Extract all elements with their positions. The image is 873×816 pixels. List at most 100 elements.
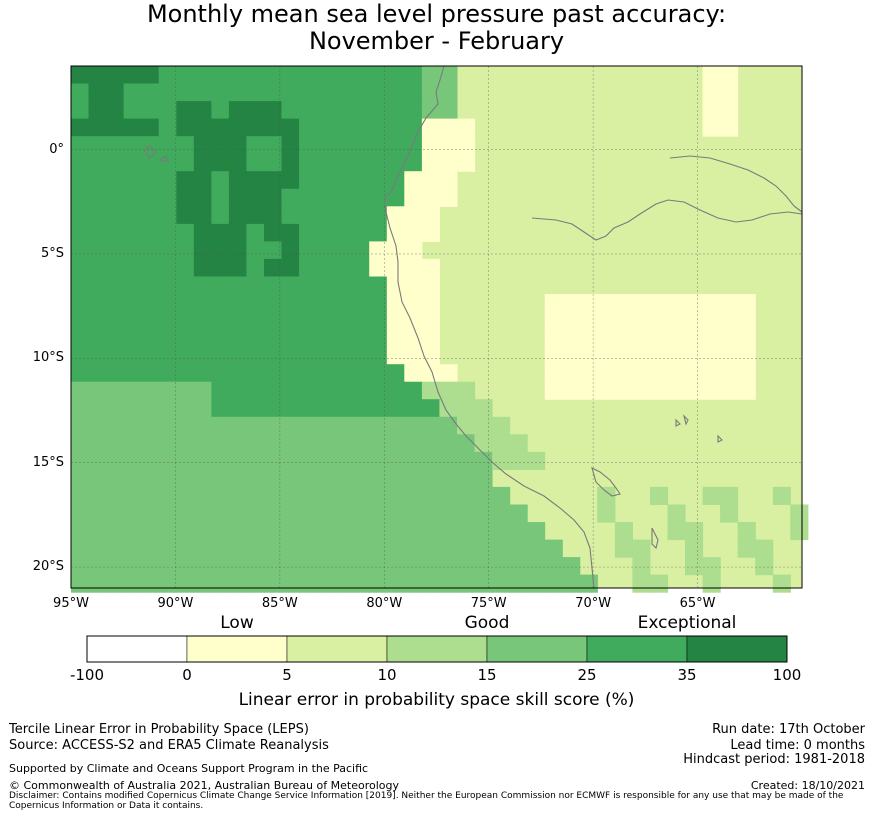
skill-cell — [71, 153, 90, 172]
skill-cell — [386, 504, 405, 523]
skill-cell — [369, 504, 388, 523]
skill-cell — [123, 118, 142, 137]
skill-cell — [193, 504, 212, 523]
skill-cell — [281, 469, 300, 488]
skill-cell — [123, 171, 142, 190]
skill-cell — [141, 258, 160, 277]
skill-cell — [702, 101, 721, 120]
skill-cell — [281, 557, 300, 576]
skill-cell — [71, 171, 90, 190]
skill-cell — [316, 118, 335, 137]
skill-cell — [386, 188, 405, 207]
skill-cell — [386, 118, 405, 137]
footer-disclaimer-1: Disclaimer: Contains modified Copernicus… — [9, 791, 844, 801]
skill-cell — [369, 381, 388, 400]
skill-cell — [106, 101, 125, 120]
skill-cell — [562, 346, 581, 365]
skill-cell — [351, 451, 370, 470]
skill-cell — [123, 223, 142, 242]
skill-cell — [123, 346, 142, 365]
skill-cell — [614, 522, 633, 541]
colorbar-bin — [586, 635, 688, 663]
skill-cell — [211, 118, 230, 137]
skill-cell — [246, 416, 265, 435]
skill-cell — [421, 83, 440, 102]
skill-cell — [544, 346, 563, 365]
coastline — [143, 65, 803, 589]
skill-cell — [544, 557, 563, 576]
skill-cell — [316, 171, 335, 190]
skill-cell — [316, 399, 335, 418]
skill-cell — [702, 329, 721, 348]
map-title-line1: Monthly mean sea level pressure past acc… — [146, 0, 727, 28]
skill-cell — [386, 66, 405, 85]
skill-cell — [71, 539, 90, 558]
skill-cell — [123, 522, 142, 541]
skill-cell — [211, 346, 230, 365]
skill-cell — [316, 101, 335, 120]
skill-cell — [246, 486, 265, 505]
skill-cell — [141, 539, 160, 558]
skill-cell — [264, 399, 283, 418]
skill-cell — [404, 223, 423, 242]
skill-cell — [509, 539, 528, 558]
skill-cell — [386, 311, 405, 330]
skill-cell — [667, 346, 686, 365]
skill-cell — [281, 206, 300, 225]
footer-created: Created: 18/10/2021 — [750, 779, 865, 792]
skill-cell — [351, 504, 370, 523]
skill-cell — [71, 522, 90, 541]
colorbar-tick-label: 0 — [182, 666, 192, 684]
skill-cell — [386, 399, 405, 418]
skill-cell — [667, 364, 686, 383]
skill-cell — [88, 83, 107, 102]
skill-cell — [386, 416, 405, 435]
skill-map — [70, 65, 809, 593]
skill-cell — [439, 451, 458, 470]
skill-cell — [404, 346, 423, 365]
skill-cell — [650, 329, 669, 348]
skill-cell — [158, 557, 177, 576]
skill-cell — [386, 557, 405, 576]
skill-cell — [106, 399, 125, 418]
skill-cell — [755, 557, 774, 576]
map-frame — [70, 65, 803, 589]
skill-cell — [264, 66, 283, 85]
skill-cell — [351, 469, 370, 488]
skill-cell — [106, 311, 125, 330]
skill-cell — [386, 486, 405, 505]
skill-cell — [421, 381, 440, 400]
skill-cell — [123, 311, 142, 330]
skill-cell — [141, 469, 160, 488]
skill-cell — [299, 294, 318, 313]
skill-cell — [88, 346, 107, 365]
skill-cell — [316, 83, 335, 102]
skill-cell — [264, 469, 283, 488]
skill-cell — [720, 504, 739, 523]
skill-cell — [457, 539, 476, 558]
skill-cell — [106, 241, 125, 260]
skill-cell — [123, 416, 142, 435]
skill-cell — [211, 416, 230, 435]
skill-cell — [527, 557, 546, 576]
skill-cell — [264, 294, 283, 313]
lat-tick-label: 0° — [49, 141, 64, 157]
colorbar-tick-label: 5 — [282, 666, 292, 684]
colorbar-tick-label: 100 — [772, 666, 802, 684]
skill-cell — [334, 504, 353, 523]
skill-cell — [351, 522, 370, 541]
skill-cell — [720, 118, 739, 137]
category-label-good: Good — [464, 613, 510, 633]
skill-cell — [176, 206, 195, 225]
skill-cell — [439, 188, 458, 207]
skill-cell — [141, 294, 160, 313]
skill-cell — [141, 118, 160, 137]
skill-cell — [246, 188, 265, 207]
skill-cell — [369, 206, 388, 225]
skill-cell — [667, 329, 686, 348]
skill-cell — [369, 522, 388, 541]
skill-cell — [334, 522, 353, 541]
skill-cell — [299, 241, 318, 260]
skill-cell — [281, 451, 300, 470]
skill-cell — [246, 522, 265, 541]
